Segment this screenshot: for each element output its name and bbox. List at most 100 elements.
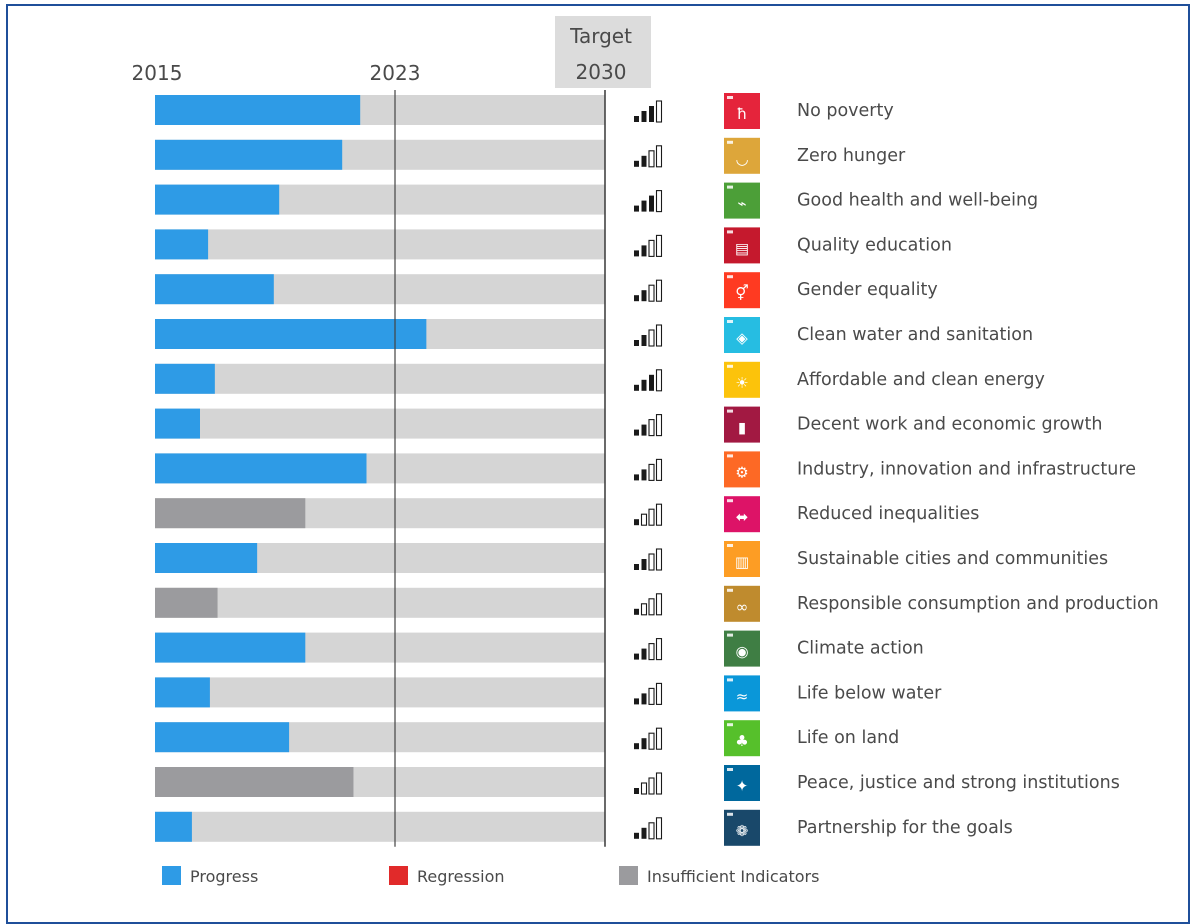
signal-bar-filled bbox=[641, 335, 647, 346]
legend-swatch bbox=[619, 866, 638, 885]
signal-bar-empty bbox=[648, 777, 655, 795]
goal-icon-number-mark bbox=[727, 275, 733, 279]
goal-row: ▤ Quality education bbox=[155, 227, 952, 264]
signal-bar-filled bbox=[634, 743, 639, 750]
signal-bar-filled bbox=[634, 250, 639, 257]
sdg-goal-icon: ◉ bbox=[724, 630, 760, 667]
signal-bar-filled bbox=[641, 693, 647, 705]
goal-row: ▥ Sustainable cities and communities bbox=[155, 541, 1108, 577]
tick-label-2030: 2030 bbox=[576, 60, 627, 84]
target-label-background bbox=[555, 16, 651, 88]
goal-icon-number-mark bbox=[727, 499, 733, 503]
bar-progress bbox=[155, 543, 258, 573]
goal-label: Zero hunger bbox=[797, 146, 906, 166]
goal-icon-glyph: ♣ bbox=[735, 732, 748, 750]
goal-row: ≈ Life below water bbox=[155, 675, 942, 712]
bar-track bbox=[155, 677, 605, 708]
legend-swatch bbox=[389, 866, 408, 885]
signal-bar-empty bbox=[648, 508, 655, 526]
bar-track bbox=[155, 587, 605, 618]
signal-bar-empty bbox=[655, 682, 663, 705]
signal-bar-filled bbox=[634, 698, 639, 705]
goal-row: ▮ Decent work and economic growth bbox=[155, 406, 1102, 443]
goal-icon-number-mark bbox=[727, 320, 733, 323]
legend-swatch bbox=[162, 866, 181, 885]
signal-bar-empty bbox=[655, 593, 663, 616]
signal-bar-filled bbox=[634, 295, 639, 302]
signal-bar-empty bbox=[655, 503, 663, 526]
signal-bar-empty bbox=[648, 150, 655, 168]
goal-label: Climate action bbox=[797, 639, 924, 659]
sdg-goal-icon: ◈ bbox=[724, 317, 760, 353]
signal-bar-empty bbox=[655, 190, 663, 213]
goal-label: Decent work and economic growth bbox=[797, 415, 1102, 435]
goal-row: ☀ Affordable and clean energy bbox=[155, 361, 1045, 398]
goal-icon-glyph: ◡ bbox=[735, 150, 748, 168]
legend-item: Insufficient Indicators bbox=[619, 866, 819, 886]
bar-track bbox=[155, 363, 605, 394]
sdg-goal-icon: ħ bbox=[724, 93, 760, 129]
goal-icon-number-mark bbox=[727, 633, 733, 637]
signal-bar-empty bbox=[648, 732, 655, 750]
goal-icon-number-mark bbox=[727, 409, 733, 413]
signal-bar-filled bbox=[634, 564, 639, 570]
goal-row: ∞ Responsible consumption and production bbox=[155, 585, 1159, 622]
sdg-goal-icon: ⬌ bbox=[724, 496, 760, 533]
goal-row: ✦ Peace, justice and strong institutions bbox=[155, 765, 1120, 801]
signal-bar-empty bbox=[648, 239, 655, 257]
goal-row: ❁ Partnership for the goals bbox=[155, 809, 1013, 846]
sdg-goal-icon: ∞ bbox=[724, 585, 760, 622]
bar-progress bbox=[155, 139, 343, 170]
legend: Progress Regression Insufficient Indicator… bbox=[162, 866, 819, 886]
signal-bar-filled bbox=[641, 648, 647, 660]
legend-label: Progress bbox=[190, 867, 258, 886]
signal-bar-empty bbox=[655, 772, 663, 795]
bar-track bbox=[155, 229, 605, 260]
sdg-goal-icon: ⚥ bbox=[724, 272, 760, 309]
legend-label: Regression bbox=[417, 867, 505, 886]
goal-row: ⬌ Reduced inequalities bbox=[155, 496, 979, 533]
signal-bar-empty bbox=[655, 100, 663, 123]
signal-bar-filled bbox=[641, 738, 647, 750]
signal-strength-icon bbox=[634, 145, 663, 168]
goal-label: Affordable and clean energy bbox=[797, 370, 1045, 390]
sdg-goal-icon: ♣ bbox=[724, 720, 760, 757]
goal-row: ◉ Climate action bbox=[155, 630, 924, 667]
legend-label: Insufficient Indicators bbox=[647, 867, 819, 886]
signal-strength-icon bbox=[634, 458, 663, 481]
bar-progress bbox=[155, 811, 192, 842]
signal-strength-icon bbox=[634, 324, 663, 347]
bar-track bbox=[155, 811, 605, 842]
goal-label: Reduced inequalities bbox=[797, 504, 979, 524]
signal-bar-empty bbox=[648, 463, 655, 481]
sdg-goal-icon: ▥ bbox=[724, 541, 760, 577]
goal-label: Peace, justice and strong institutions bbox=[797, 773, 1120, 793]
goal-label: Quality education bbox=[797, 235, 952, 255]
goal-icon-number-mark bbox=[727, 588, 733, 592]
signal-bar-filled bbox=[634, 116, 639, 122]
bar-progress bbox=[155, 363, 215, 394]
signal-bar-empty bbox=[648, 822, 655, 840]
goal-row: ħ No poverty bbox=[155, 93, 894, 129]
goal-icon-glyph: ▥ bbox=[735, 553, 749, 571]
signal-bar-empty bbox=[655, 458, 663, 481]
signal-strength-icon bbox=[634, 772, 663, 795]
signal-bar-filled bbox=[634, 474, 639, 481]
signal-bar-empty bbox=[655, 727, 663, 750]
signal-bar-filled bbox=[649, 106, 654, 122]
signal-bar-empty bbox=[655, 234, 663, 257]
signal-bar-empty bbox=[655, 638, 663, 661]
signal-bar-empty bbox=[648, 553, 655, 571]
signal-strength-icon bbox=[634, 190, 663, 213]
legend-item: Regression bbox=[389, 866, 505, 886]
goal-icon-number-mark bbox=[727, 812, 733, 816]
goal-icon-number-mark bbox=[727, 454, 733, 458]
goal-label: Clean water and sanitation bbox=[797, 325, 1033, 345]
bar-progress bbox=[155, 722, 290, 753]
signal-bar-filled bbox=[634, 160, 639, 167]
signal-strength-icon bbox=[634, 682, 663, 705]
goal-icon-number-mark bbox=[727, 185, 733, 189]
goal-label: Industry, innovation and infrastructure bbox=[797, 459, 1136, 479]
sdg-goal-icon: ▮ bbox=[724, 406, 760, 443]
signal-bar-filled bbox=[634, 429, 639, 436]
